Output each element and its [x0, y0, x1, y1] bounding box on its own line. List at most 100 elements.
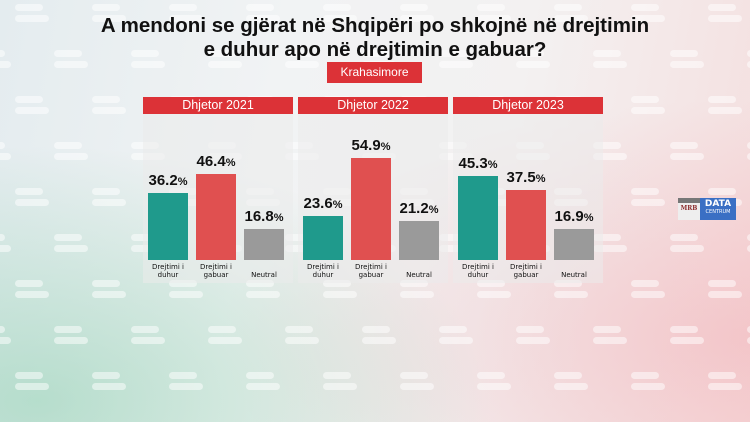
watermark-logo: [593, 234, 627, 256]
watermark-logo: [246, 372, 280, 394]
watermark-logo: [400, 372, 434, 394]
watermark-logo: [131, 326, 165, 348]
chart-body: 45.3% Drejtimi i duhur 37.5% Drejtimi i gab…: [453, 114, 603, 283]
category-label: Neutral: [251, 271, 277, 279]
watermark-logo: [670, 234, 704, 256]
data-value: 21.2: [399, 199, 429, 217]
watermark-logo: [670, 326, 704, 348]
watermark-logo: [708, 4, 742, 26]
data-value: 54.9: [351, 136, 381, 154]
watermark-logo: [554, 372, 588, 394]
data-label: 37.5%: [502, 169, 550, 188]
data-value: 16.8: [244, 207, 274, 225]
chart-panel: Dhjetor 2022 23.6% Drejtimi i duhur 54.9% Dr…: [298, 97, 448, 283]
watermark-logo: [708, 96, 742, 118]
category-label: Drejtimi i duhur: [462, 263, 494, 279]
watermark-logo: [631, 280, 665, 302]
data-value: 16.9: [554, 207, 584, 225]
title-line-2: e duhur apo në drejtimin e gabuar?: [203, 38, 547, 61]
data-label: 36.2%: [144, 172, 192, 191]
watermark-logo: [323, 372, 357, 394]
watermark-logo: [285, 326, 319, 348]
watermark-logo: [554, 280, 588, 302]
watermark-logo: [54, 142, 88, 164]
chart-title: Dhjetor 2023: [453, 97, 603, 114]
watermark-logo: [747, 142, 750, 164]
watermark-logo: [169, 4, 203, 26]
watermark-logo: [708, 280, 742, 302]
bar: [458, 175, 498, 260]
watermark-logo: [131, 50, 165, 72]
watermark-logo: [0, 142, 11, 164]
category-label: Drejtimi i duhur: [307, 263, 339, 279]
watermark-logo: [477, 372, 511, 394]
data-unit: %: [332, 199, 343, 212]
data-value: 23.6: [303, 195, 333, 213]
watermark-logo: [670, 50, 704, 72]
data-label: 46.4%: [192, 153, 240, 172]
data-label: 23.6%: [299, 195, 347, 214]
category-label: Neutral: [406, 271, 432, 279]
mrb-data-centrum-logo: MRB DATA CENTRUM: [678, 198, 736, 220]
watermark-logo: [747, 234, 750, 256]
watermark-logo: [516, 326, 550, 348]
watermark-logo: [593, 50, 627, 72]
watermark-logo: [631, 4, 665, 26]
category-label: Drejtimi i gabuar: [355, 263, 387, 279]
logo-main: DATA: [704, 199, 732, 209]
data-unit: %: [583, 211, 594, 224]
watermark-logo: [92, 188, 126, 210]
data-label: 45.3%: [454, 155, 502, 174]
watermark-logo: [92, 96, 126, 118]
bar: [399, 220, 439, 260]
watermark-logo: [516, 50, 550, 72]
logo-sub: CENTRUM: [705, 209, 731, 215]
watermark-logo: [54, 234, 88, 256]
watermark-logo: [246, 280, 280, 302]
watermark-logo: [169, 280, 203, 302]
chart-panel: Dhjetor 2021 36.2% Drejtimi i duhur 46.4% Dr…: [143, 97, 293, 283]
watermark-logo: [285, 50, 319, 72]
bar: [148, 192, 188, 260]
watermark-logo: [54, 50, 88, 72]
watermark-logo: [477, 280, 511, 302]
watermark-logo: [477, 4, 511, 26]
category-label: Drejtimi i gabuar: [200, 263, 232, 279]
watermark-logo: [323, 4, 357, 26]
watermark-logo: [92, 4, 126, 26]
watermark-logo: [631, 96, 665, 118]
data-unit: %: [273, 211, 284, 224]
watermark-logo: [747, 326, 750, 348]
watermark-logo: [15, 188, 49, 210]
bar: [351, 157, 391, 260]
chart-title: Dhjetor 2022: [298, 97, 448, 114]
watermark-logo: [15, 96, 49, 118]
watermark-logo: [400, 4, 434, 26]
data-value: 46.4: [196, 152, 226, 170]
category-label: Neutral: [561, 271, 587, 279]
watermark-logo: [593, 142, 627, 164]
watermark-logo: [15, 4, 49, 26]
watermark-logo: [0, 326, 11, 348]
watermark-logo: [554, 4, 588, 26]
chart-body: 23.6% Drejtimi i duhur 54.9% Drejtimi i gab…: [298, 114, 448, 283]
data-label: 16.8%: [240, 208, 288, 227]
watermark-logo: [323, 280, 357, 302]
watermark-logo: [439, 50, 473, 72]
page-title: A mendoni se gjërat në Shqipëri po shkoj…: [0, 14, 750, 62]
watermark-logo: [0, 234, 11, 256]
watermark-logo: [15, 280, 49, 302]
title-line-1: A mendoni se gjërat në Shqipëri po shkoj…: [100, 14, 650, 37]
watermark-logo: [54, 326, 88, 348]
bar: [303, 216, 343, 260]
category-label: Drejtimi i duhur: [152, 263, 184, 279]
data-unit: %: [535, 173, 546, 186]
chart-body: 36.2% Drejtimi i duhur 46.4% Drejtimi i gab…: [143, 114, 293, 283]
chart-panel: Dhjetor 2023 45.3% Drejtimi i duhur 37.5% Dr…: [453, 97, 603, 283]
data-value: 37.5: [506, 169, 536, 187]
data-label: 16.9%: [550, 208, 598, 227]
subtitle-badge: Krahasimore: [327, 62, 422, 83]
watermark-logo: [631, 188, 665, 210]
bar: [554, 228, 594, 260]
